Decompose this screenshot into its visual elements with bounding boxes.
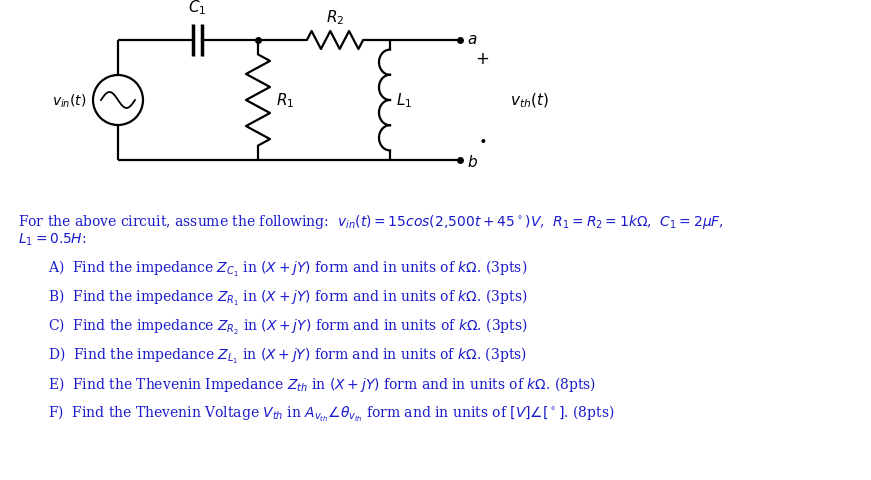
- Text: $R_1$: $R_1$: [276, 92, 294, 110]
- Text: D)  Find the impedance $Z_{L_1}$ in $(X + jY)$ form and in units of $k\Omega$. (: D) Find the impedance $Z_{L_1}$ in $(X +…: [48, 345, 527, 365]
- Text: $a$: $a$: [467, 33, 477, 47]
- Text: $L_1$: $L_1$: [396, 92, 412, 110]
- Text: $b$: $b$: [467, 154, 478, 169]
- Text: $+$: $+$: [475, 50, 489, 67]
- Text: $v_{th}(t)$: $v_{th}(t)$: [510, 92, 549, 110]
- Text: A)  Find the impedance $Z_{C_1}$ in $(X + jY)$ form and in units of $k\Omega$. (: A) Find the impedance $Z_{C_1}$ in $(X +…: [48, 258, 527, 278]
- Text: For the above circuit, assume the following:  $v_{in}(t) = 15cos(2{,}500t + 45^\: For the above circuit, assume the follow…: [18, 213, 724, 230]
- Text: E)  Find the Thevenin Impedance $Z_{th}$ in $(X + jY)$ form and in units of $k\O: E) Find the Thevenin Impedance $Z_{th}$ …: [48, 374, 596, 393]
- Text: B)  Find the impedance $Z_{R_1}$ in $(X + jY)$ form and in units of $k\Omega$. (: B) Find the impedance $Z_{R_1}$ in $(X +…: [48, 288, 528, 307]
- Text: $\bullet$: $\bullet$: [478, 132, 486, 146]
- Text: $R_2$: $R_2$: [326, 8, 344, 27]
- Text: F)  Find the Thevenin Voltage $V_{th}$ in $A_{v_{th}}\angle\theta_{v_{th}}$ form: F) Find the Thevenin Voltage $V_{th}$ in…: [48, 403, 614, 423]
- Text: $v_{in}(t)$: $v_{in}(t)$: [52, 92, 87, 109]
- Text: $C_1$: $C_1$: [188, 0, 206, 17]
- Text: $L_1 = 0.5H$:: $L_1 = 0.5H$:: [18, 231, 86, 248]
- Text: C)  Find the impedance $Z_{R_2}$ in $(X + jY)$ form and in units of $k\Omega$. (: C) Find the impedance $Z_{R_2}$ in $(X +…: [48, 316, 528, 336]
